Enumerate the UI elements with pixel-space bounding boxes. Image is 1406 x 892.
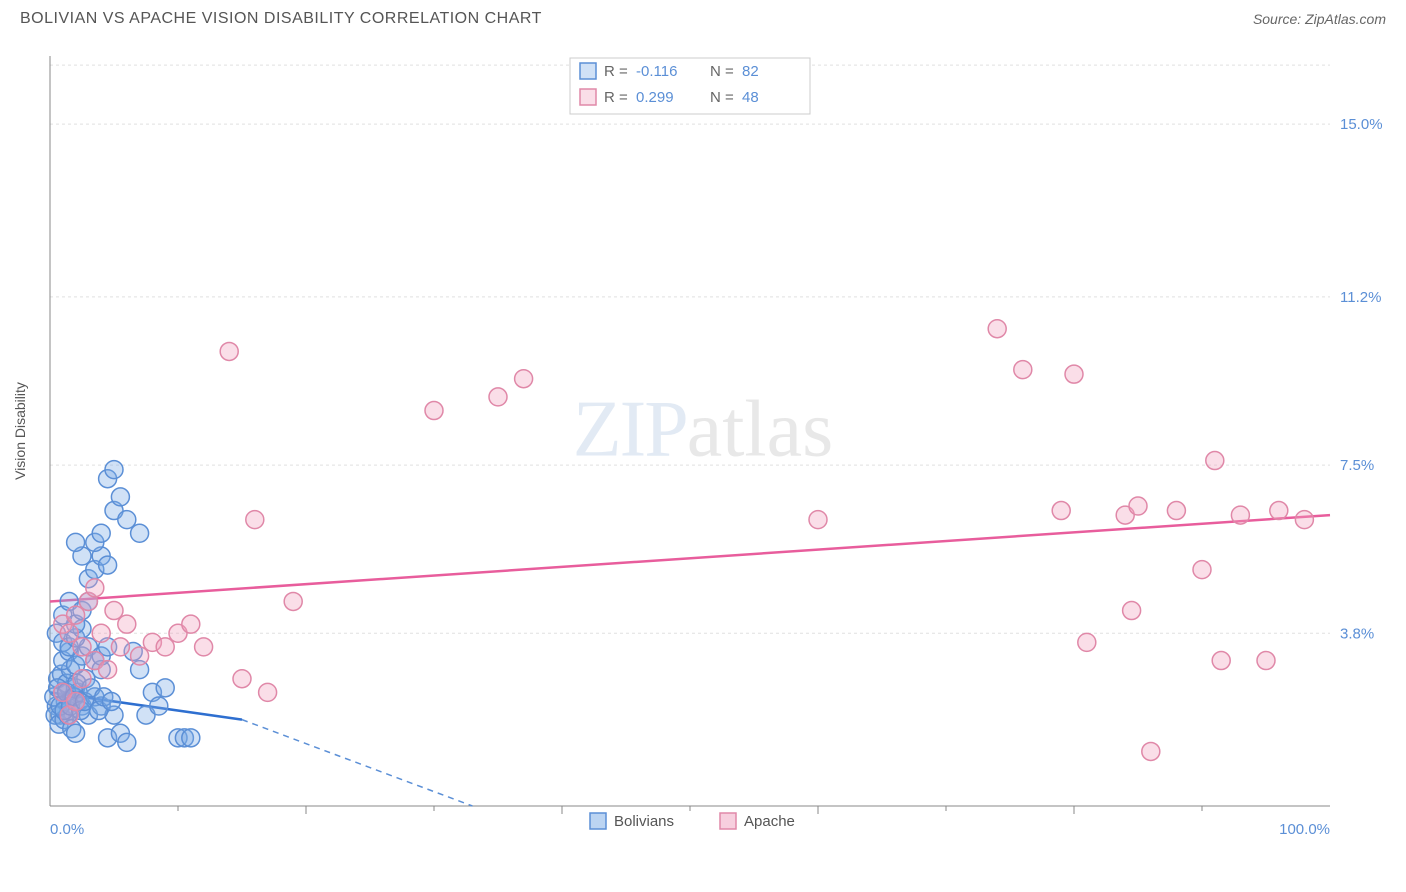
svg-text:11.2%: 11.2% (1340, 289, 1381, 306)
chart-wrapper: ZIPatlas 0.0%100.0%3.8%7.5%11.2%15.0%Vis… (10, 36, 1396, 856)
chart-svg: 0.0% 100.0% 3.8% 7.5% 11.2% 15.0% Vision Disab… (10, 36, 1396, 856)
svg-text:N =: N = (710, 63, 734, 80)
svg-text:Apache: Apache (744, 813, 795, 830)
svg-text:15.0%: 15.0% (1340, 116, 1383, 133)
header: BOLIVIAN VS APACHE VISION DISABILITY COR… (10, 10, 1396, 36)
source-label: Source: ZipAtlas.com (1253, 11, 1386, 27)
svg-text:7.5%: 7.5% (1340, 457, 1374, 474)
svg-text:Vision Disability: Vision Disability (12, 382, 28, 480)
svg-text:100.0%: 100.0% (1279, 821, 1330, 838)
svg-text:0.299: 0.299 (636, 89, 674, 106)
chart-container: BOLIVIAN VS APACHE VISION DISABILITY COR… (10, 10, 1396, 882)
svg-text:48: 48 (742, 89, 759, 106)
svg-text:R =: R = (604, 89, 628, 106)
svg-text:3.8%: 3.8% (1340, 625, 1374, 642)
svg-text:N =: N = (710, 89, 734, 106)
svg-text:Bolivians: Bolivians (614, 813, 674, 830)
svg-text:R =: R = (604, 63, 628, 80)
svg-text:-0.116: -0.116 (636, 63, 677, 80)
chart-title: BOLIVIAN VS APACHE VISION DISABILITY COR… (20, 10, 542, 28)
svg-text:0.0%: 0.0% (50, 821, 84, 838)
svg-text:82: 82 (742, 63, 759, 80)
